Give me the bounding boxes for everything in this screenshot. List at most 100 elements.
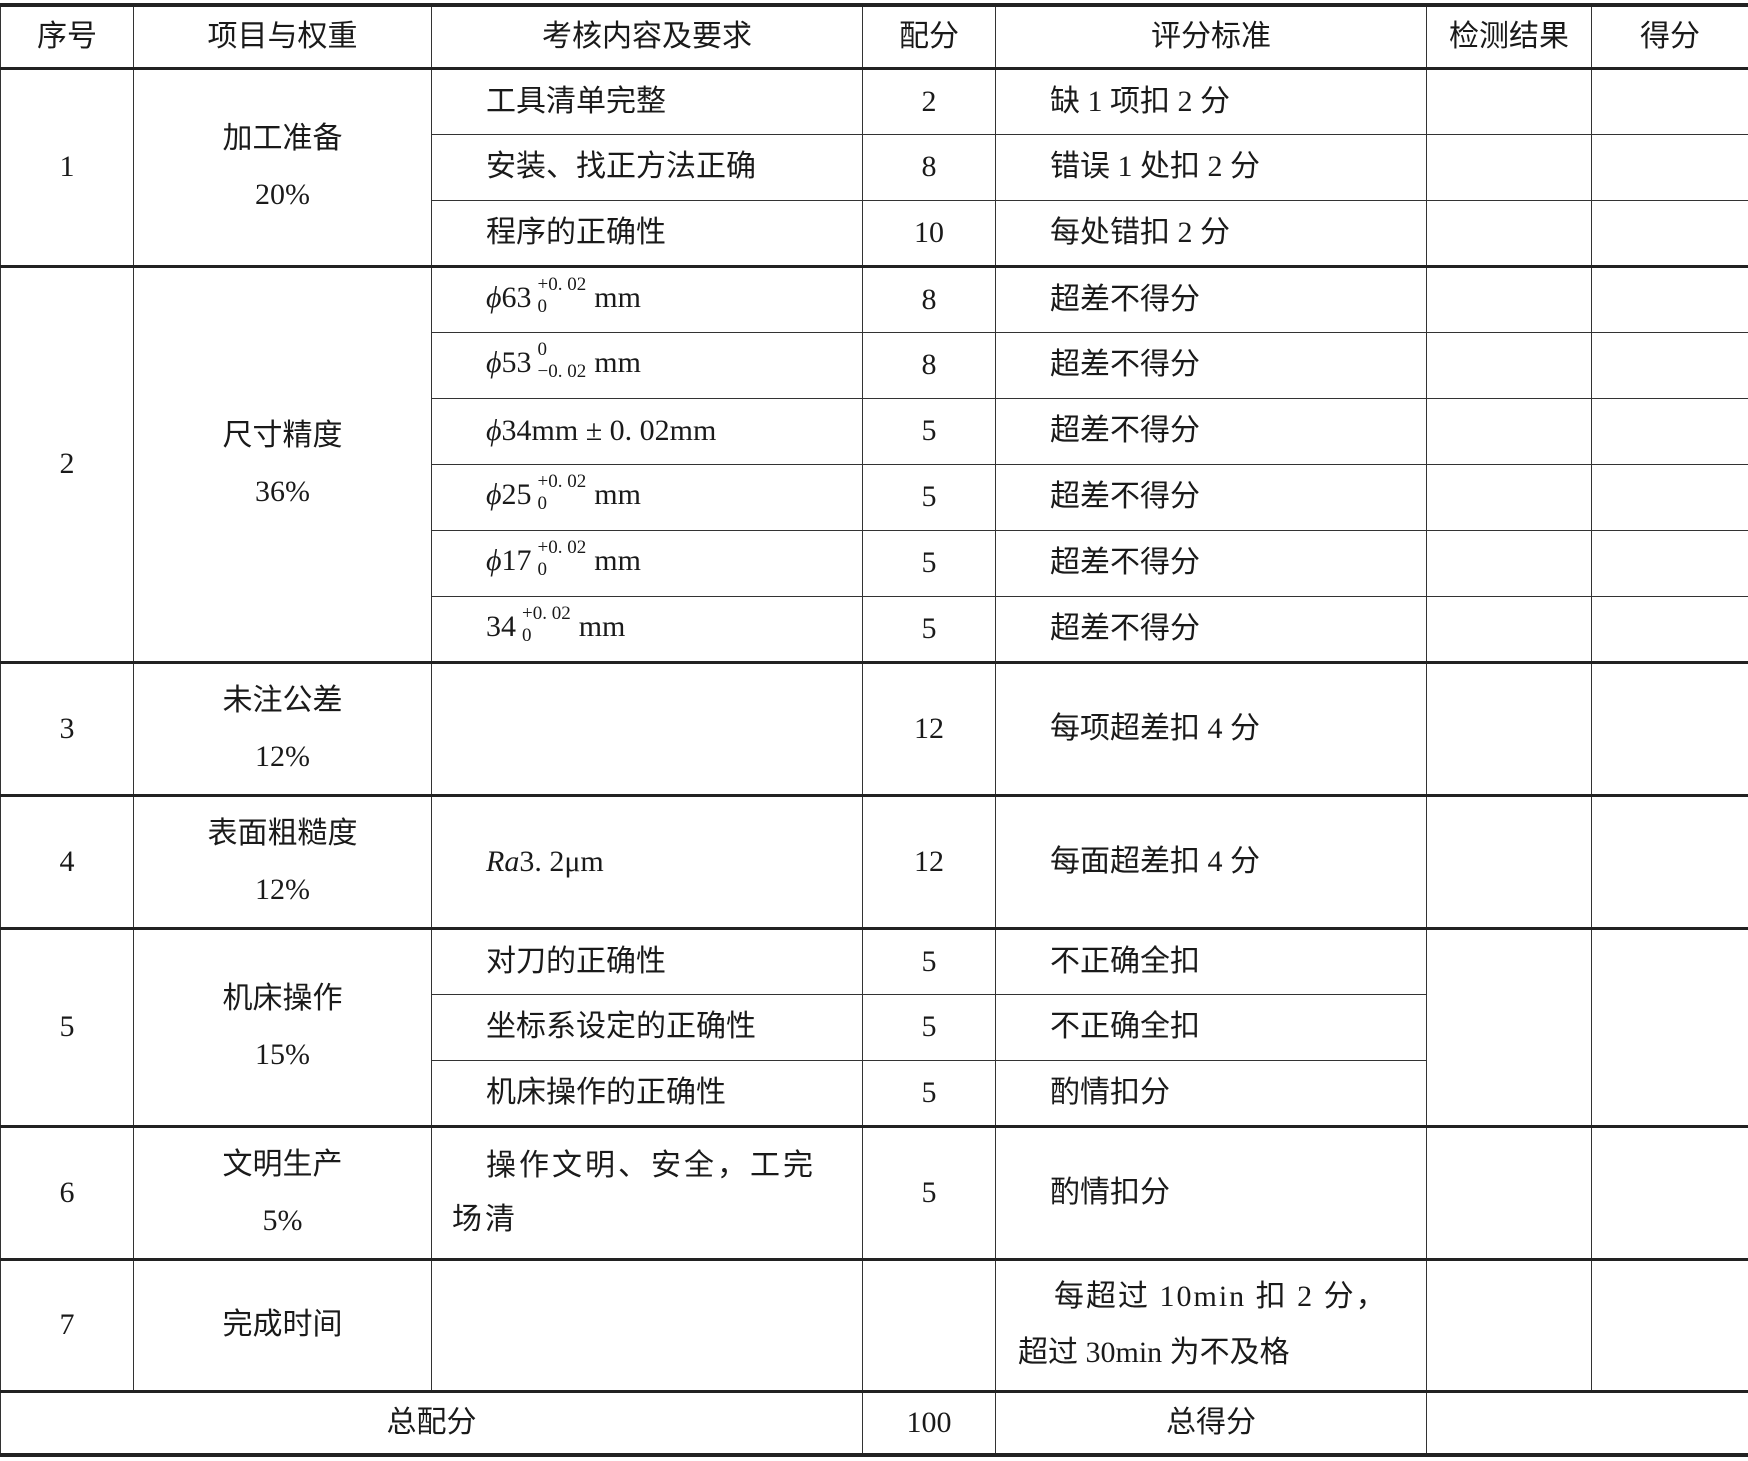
tolerance: +0. 02 0: [537, 273, 587, 317]
item-weight: 12%: [255, 872, 310, 906]
criteria-cell: 超差不得分: [995, 529, 1427, 597]
criteria-cell: 每面超差扣 4 分: [995, 793, 1427, 929]
score-cell: 5: [862, 397, 996, 465]
score-cell: 5: [862, 529, 996, 597]
content-cell: ϕ63 +0. 02 0 mm: [431, 264, 863, 333]
content-cell: ϕ17 +0. 02 0 mm: [431, 529, 863, 597]
header-cell: 项目与权重: [133, 4, 432, 69]
criteria-cell: 不正确全扣: [995, 926, 1427, 995]
tolerance: +0. 02 0: [537, 471, 587, 514]
earned-cell[interactable]: [1591, 1124, 1748, 1260]
result-cell[interactable]: [1426, 133, 1592, 201]
item-name: 表面粗糙度: [207, 816, 358, 850]
earned-cell[interactable]: [1591, 529, 1748, 597]
criteria-cell: 错误 1 处扣 2 分: [995, 133, 1427, 201]
earned-cell[interactable]: [1591, 595, 1748, 663]
earned-cell[interactable]: [1591, 331, 1748, 399]
result-cell[interactable]: [1426, 199, 1592, 267]
content-cell: 34 +0. 02 0 mm: [431, 595, 863, 663]
result-cell[interactable]: [1426, 529, 1592, 597]
item-name: 未注公差: [222, 683, 343, 717]
scoring-table: 序号 项目与权重 考核内容及要求 配分 评分标准 检测结果 得分 1 加工准备 2…: [0, 3, 1748, 1457]
score-cell: 5: [862, 1124, 996, 1260]
header-cell: 配分: [862, 4, 996, 69]
score-cell: 5: [862, 1059, 996, 1127]
table-row: 4 表面粗糙度 12% Ra3. 2μm 12 每面超差扣 4 分: [0, 793, 1748, 929]
result-cell[interactable]: [1426, 331, 1592, 399]
content-cell: 操作文明、安全，工完 场清: [431, 1124, 863, 1260]
item-name: 文明生产: [222, 1147, 343, 1181]
item-cell: 表面粗糙度 12%: [133, 793, 432, 929]
item-weight: 12%: [255, 739, 310, 773]
table-row: 坐标系设定的正确性 5 不正确全扣: [1, 993, 1748, 1061]
earned-cell[interactable]: [1591, 926, 1748, 1127]
criteria-cell: 每项超差扣 4 分: [995, 660, 1427, 796]
criteria-cell: 缺 1 项扣 2 分: [995, 66, 1427, 135]
header-cell: 评分标准: [995, 4, 1427, 69]
header-cell: 检测结果: [1426, 4, 1592, 69]
result-cell[interactable]: [1426, 660, 1592, 796]
content-cell: 程序的正确性: [431, 199, 863, 267]
seq-cell: 4: [0, 793, 134, 929]
score-cell: [862, 1257, 996, 1392]
earned-cell[interactable]: [1591, 463, 1748, 531]
seq-cell: 6: [0, 1124, 134, 1260]
score-cell: 10: [862, 199, 996, 267]
criteria-cell: 超差不得分: [995, 397, 1427, 465]
result-cell[interactable]: [1426, 463, 1592, 531]
seq-cell: 3: [0, 660, 134, 796]
earned-cell[interactable]: [1591, 199, 1748, 267]
score-cell: 8: [862, 133, 996, 201]
earned-cell[interactable]: [1591, 264, 1748, 333]
table-row: 2 尺寸精度 36% ϕ63 +0. 02 0 mm 8 超差不得分: [0, 264, 1748, 663]
footer-row: 总配分 100 总得分: [0, 1389, 1748, 1456]
item-name: 机床操作: [222, 982, 343, 1015]
content-cell: ϕ34mm ± 0. 02mm: [431, 397, 863, 465]
seq-cell: 1: [0, 66, 134, 267]
result-cell[interactable]: [1426, 595, 1592, 663]
score-cell: 5: [862, 993, 996, 1061]
content-cell: ϕ53 0 −0. 02 mm: [431, 331, 863, 399]
earned-cell[interactable]: [1591, 660, 1748, 796]
earned-cell[interactable]: [1591, 66, 1748, 135]
tolerance: +0. 02 0: [537, 537, 587, 580]
seq-cell: 5: [0, 926, 134, 1127]
content-cell: [431, 660, 863, 796]
criteria-cell: 酌情扣分: [995, 1124, 1427, 1260]
earned-cell[interactable]: [1591, 133, 1748, 201]
item-cell: 未注公差 12%: [133, 660, 432, 796]
content-cell: 机床操作的正确性: [431, 1059, 863, 1127]
result-cell[interactable]: [1426, 264, 1592, 333]
seq-cell: 7: [0, 1257, 134, 1392]
result-cell[interactable]: [1426, 1124, 1592, 1260]
score-cell: 5: [862, 926, 996, 995]
header-cell: 考核内容及要求: [431, 4, 863, 69]
item-name: 加工准备: [222, 122, 343, 155]
header-cell: 序号: [0, 4, 134, 69]
score-cell: 12: [862, 793, 996, 929]
item-weight: 5%: [262, 1203, 303, 1237]
result-cell[interactable]: [1426, 793, 1592, 929]
item-weight: 15%: [255, 1038, 310, 1071]
total-score-label: 总配分: [0, 1389, 863, 1456]
result-cell[interactable]: [1426, 397, 1592, 465]
header-cell: 得分: [1591, 4, 1748, 69]
criteria-cell: 酌情扣分: [995, 1059, 1427, 1127]
earned-cell[interactable]: [1591, 793, 1748, 929]
criteria-cell: 每超过 10min 扣 2 分， 超过 30min 为不及格: [995, 1257, 1427, 1392]
table-row: 安装、找正方法正确 8 错误 1 处扣 2 分: [1, 133, 1748, 201]
earned-cell[interactable]: [1591, 397, 1748, 465]
criteria-cell: 超差不得分: [995, 595, 1427, 663]
score-cell: 5: [862, 463, 996, 531]
table-row: 1 加工准备 20% 工具清单完整 2 缺 1 项扣 2 分: [0, 66, 1748, 267]
result-cell[interactable]: [1426, 926, 1592, 1127]
content-cell: 对刀的正确性: [431, 926, 863, 995]
result-cell[interactable]: [1426, 66, 1592, 135]
criteria-cell: 超差不得分: [995, 264, 1427, 333]
item-cell: 完成时间: [133, 1257, 432, 1392]
earned-total-value[interactable]: [1426, 1389, 1748, 1456]
result-cell[interactable]: [1426, 1257, 1592, 1392]
table-row: 机床操作的正确性 5 酌情扣分: [1, 1059, 1748, 1127]
score-cell: 8: [862, 331, 996, 399]
earned-cell[interactable]: [1591, 1257, 1748, 1392]
